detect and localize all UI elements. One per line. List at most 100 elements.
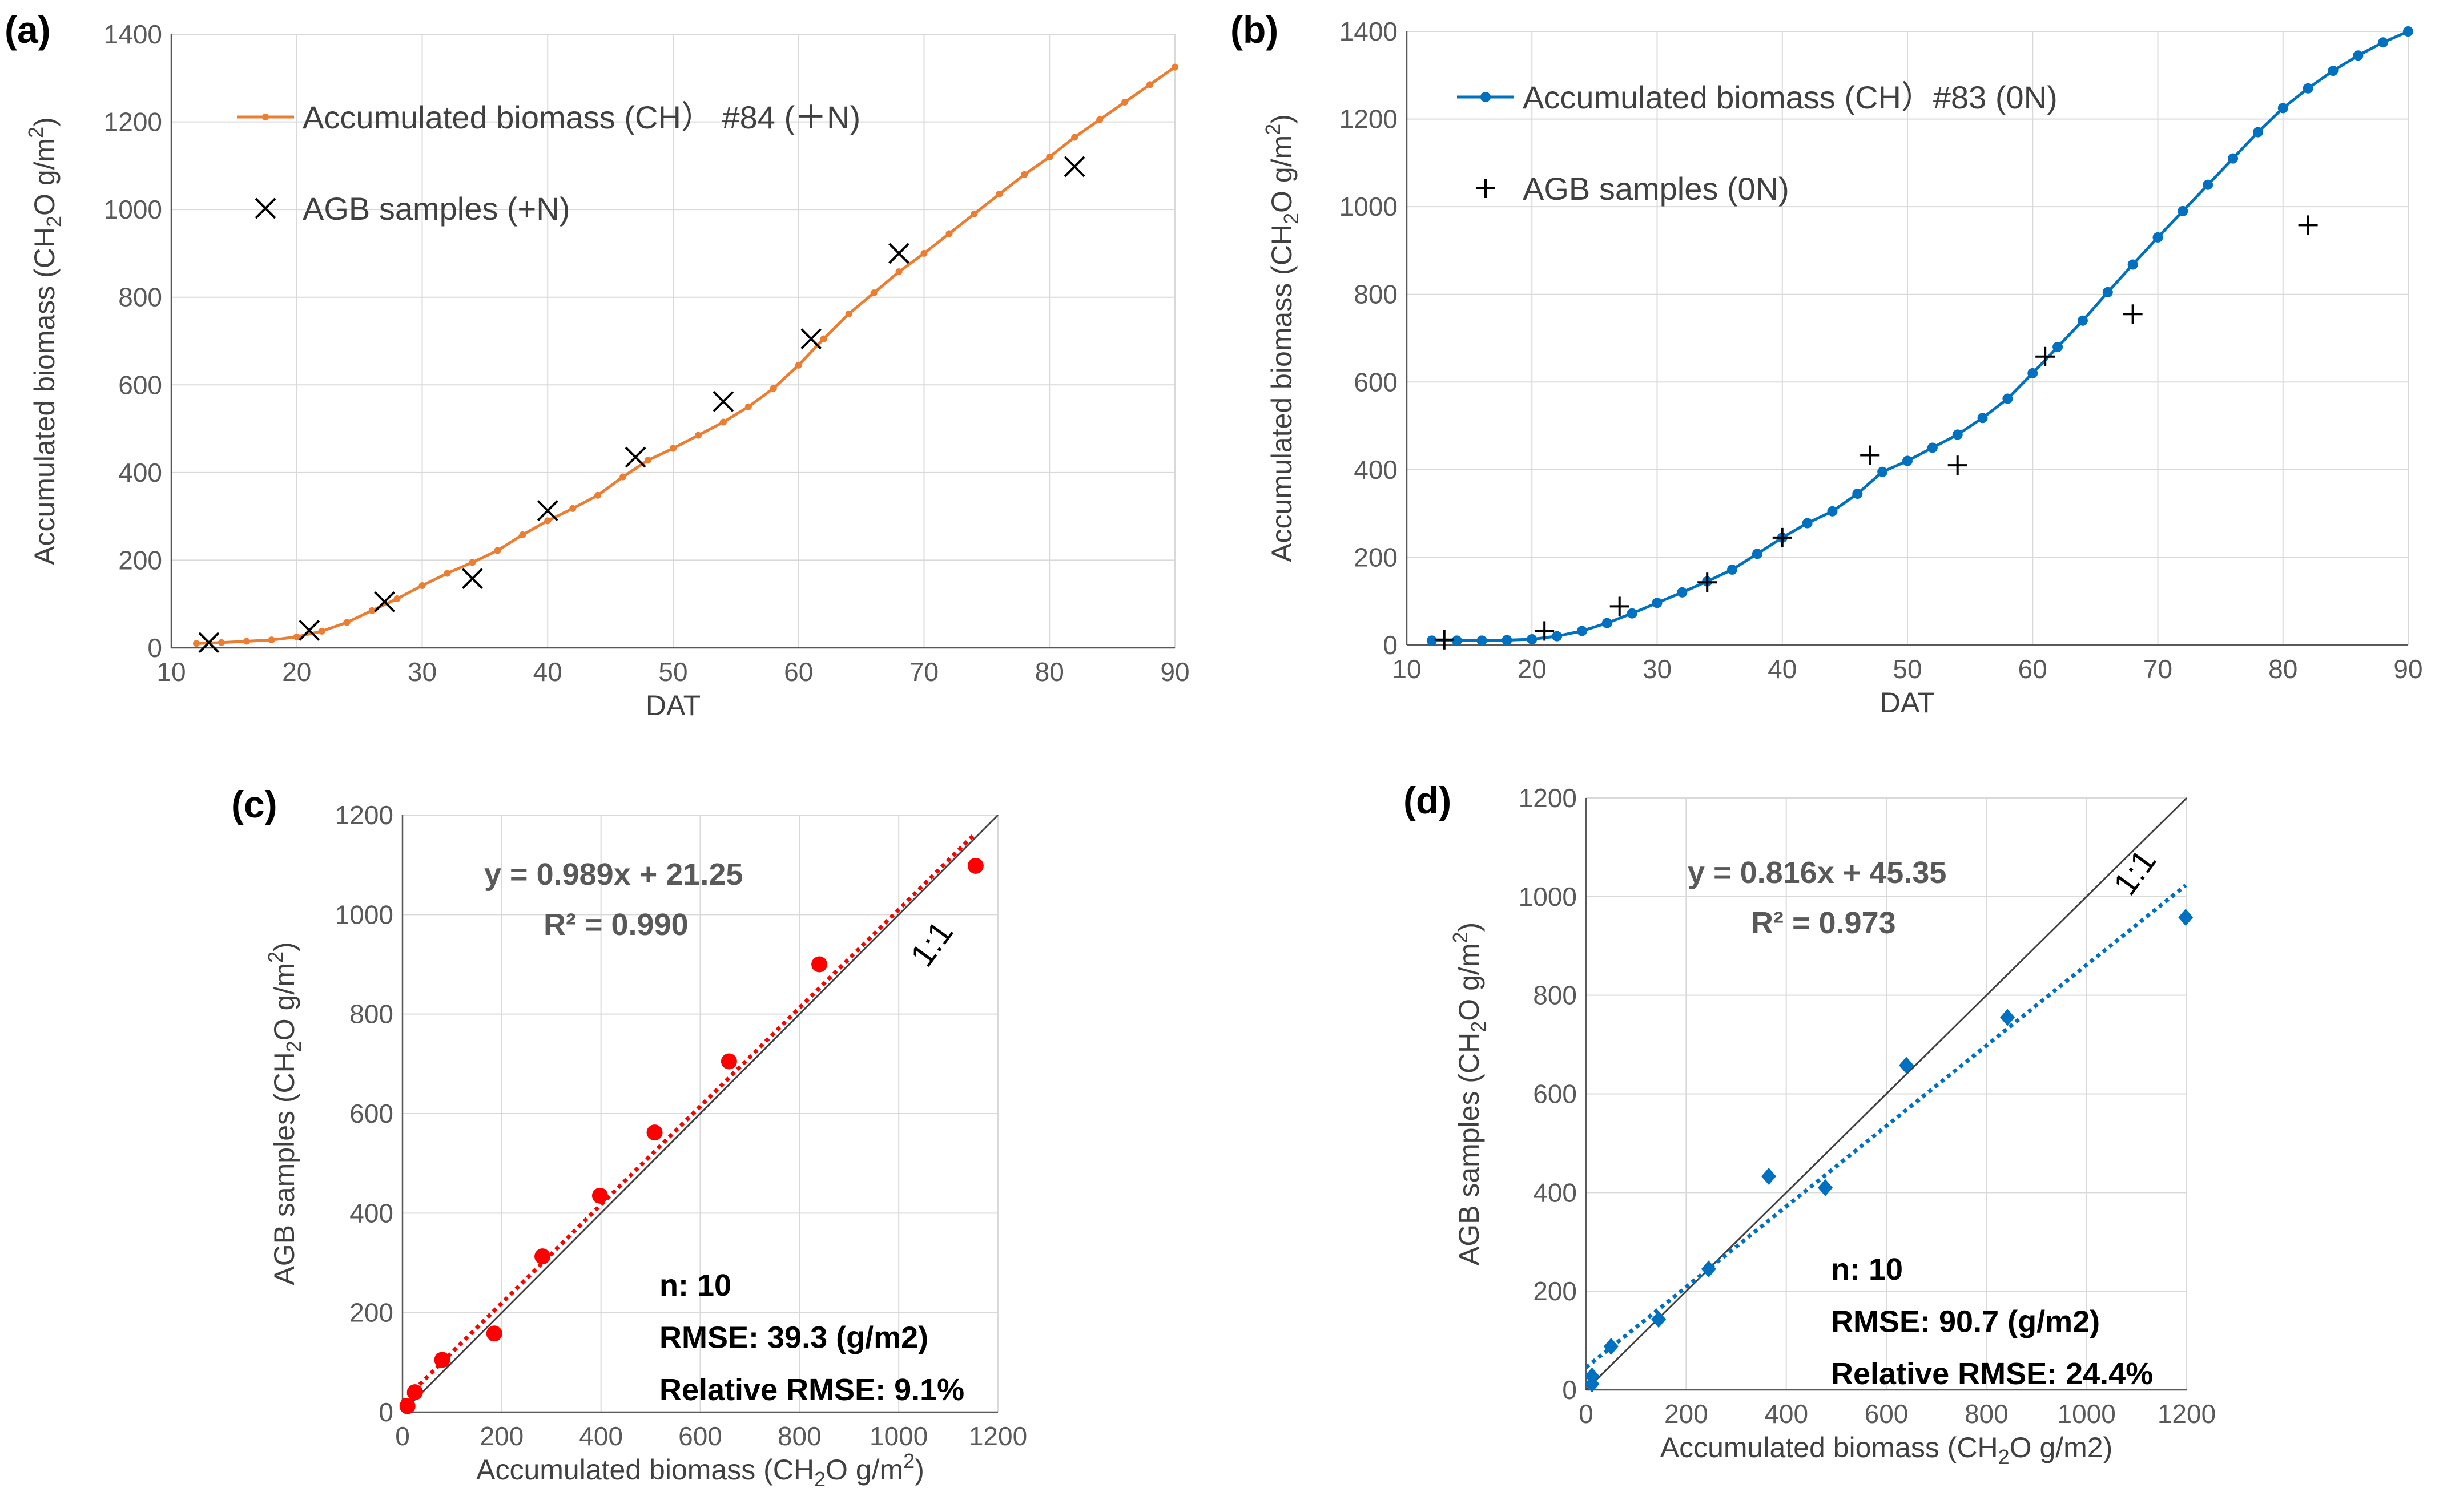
agb-sample-marker — [625, 446, 646, 468]
scatter-point — [1651, 1311, 1667, 1328]
biomass-point — [2378, 37, 2389, 48]
biomass-point — [293, 633, 300, 640]
biomass-point — [719, 418, 727, 426]
x-marker-stroke — [800, 328, 822, 350]
biomass-point — [920, 249, 928, 257]
legend-sample-marker — [1476, 179, 1495, 198]
biomass-point — [1601, 618, 1612, 628]
y-axis-title: AGB samples (CH2O g/m2) — [264, 942, 305, 1285]
biomass-point — [971, 210, 978, 217]
biomass-point — [1827, 506, 1838, 517]
x-marker-stroke — [198, 632, 220, 654]
regression-equation: y = 0.816x + 45.35 — [1688, 856, 1946, 890]
x-tick-label: 60 — [784, 657, 813, 687]
y-tick-label: 0 — [1562, 1375, 1577, 1405]
panel-b: 10 20 30 40 50 60 70 80 90 0 200 400 600 800 1000 1200 1… — [1230, 9, 2423, 719]
biomass-point — [1527, 634, 1538, 645]
biomass-point — [694, 432, 702, 439]
y-axis-title: Accumulated biomass (CH2O g/m2) — [24, 117, 66, 565]
x-tick-label: 90 — [2393, 654, 2422, 684]
x-tick-label: 1000 — [870, 1421, 928, 1451]
scatter-point — [1899, 1057, 1914, 1074]
x-tick-label: 40 — [1768, 654, 1797, 684]
y-tick-label: 600 — [349, 1099, 393, 1128]
x-marker-stroke — [255, 197, 276, 219]
y-tick-label: 1200 — [335, 800, 393, 830]
y-tick-label: 800 — [349, 999, 393, 1029]
biomass-point — [393, 595, 401, 602]
biomass-point — [1977, 413, 1988, 424]
panel-label: (c) — [231, 783, 277, 825]
biomass-point — [1146, 81, 1154, 88]
y-tick-label: 200 — [1533, 1276, 1577, 1306]
stat-line: n: 10 — [659, 1268, 731, 1303]
y-tick-label: 400 — [1533, 1178, 1577, 1207]
biomass-point — [1576, 626, 1587, 636]
stat-line: RMSE: 90.7 (g/m2) — [1831, 1304, 2100, 1338]
y-tick-label: 200 — [1354, 542, 1398, 572]
panel-d: 0 200 400 600 800 1000 1200 0 200 400 600 800 1000 12… — [1403, 779, 2216, 1469]
x-tick-label: 60 — [2018, 654, 2047, 684]
biomass-point — [2077, 315, 2088, 326]
x-tick-label: 1200 — [2158, 1399, 2216, 1429]
agb-sample-marker — [1860, 445, 1880, 465]
x-axis-title: Accumulated biomass (CH2O g/m2) — [1660, 1432, 2113, 1469]
legend-label-samples: AGB samples (+N) — [303, 191, 570, 227]
x-marker-stroke — [1064, 156, 1085, 178]
biomass-point — [945, 230, 953, 237]
biomass-series-line — [196, 66, 1176, 645]
biomass-point — [2102, 287, 2113, 297]
biomass-point — [2328, 66, 2339, 76]
one-to-one-line — [401, 814, 999, 1413]
biomass-point — [2353, 50, 2364, 61]
y-tick-label: 1400 — [104, 19, 162, 49]
biomass-point — [594, 491, 602, 499]
biomass-point — [820, 335, 827, 342]
biomass-point — [1096, 116, 1104, 123]
panel-c: 0 200 400 600 800 1000 1200 0 200 400 600 800 1000 12… — [231, 783, 1027, 1491]
biomass-point — [1852, 489, 1863, 499]
agb-sample-marker — [461, 568, 483, 590]
scatter-point — [486, 1325, 502, 1342]
x-marker-stroke — [625, 446, 646, 468]
y-tick-label: 200 — [349, 1298, 393, 1328]
biomass-point — [494, 547, 501, 554]
biomass-point — [469, 559, 476, 566]
scatter-point — [1584, 1375, 1600, 1393]
biomass-point — [1727, 564, 1738, 575]
x-tick-label: 20 — [282, 657, 311, 687]
scatter-point — [967, 857, 984, 874]
biomass-point — [318, 627, 325, 635]
trendline — [1584, 884, 2187, 1369]
y-tick-label: 200 — [118, 545, 162, 575]
agb-sample-marker — [1772, 527, 1792, 547]
x-tick-label: 800 — [1965, 1399, 2009, 1429]
biomass-point — [218, 639, 225, 646]
scatter-point — [2178, 909, 2194, 926]
biomass-point — [368, 607, 376, 614]
biomass-point — [2152, 232, 2163, 243]
x-tick-label: 30 — [1643, 654, 1672, 684]
biomass-point — [870, 289, 878, 297]
biomass-point — [1552, 631, 1563, 642]
x-tick-label: 600 — [678, 1421, 722, 1451]
y-tick-label: 1200 — [1519, 783, 1577, 813]
y-tick-label: 800 — [1533, 981, 1577, 1010]
biomass-point — [1627, 608, 1637, 619]
x-tick-label: 70 — [2143, 654, 2172, 684]
x-tick-label: 70 — [909, 657, 939, 687]
r-squared: R² = 0.973 — [1751, 906, 1896, 940]
biomass-point — [2277, 103, 2288, 114]
biomass-point — [1927, 442, 1938, 453]
x-tick-label: 600 — [1865, 1399, 1909, 1429]
y-tick-label: 600 — [118, 370, 162, 400]
x-marker-stroke — [374, 591, 395, 612]
y-tick-label: 1000 — [1519, 882, 1577, 912]
biomass-point — [268, 636, 275, 644]
scatter-point — [406, 1384, 423, 1401]
y-tick-label: 0 — [379, 1397, 393, 1427]
scatter-point — [2000, 1009, 2015, 1026]
y-tick-label: 0 — [1383, 630, 1398, 660]
biomass-point — [1426, 635, 1437, 646]
